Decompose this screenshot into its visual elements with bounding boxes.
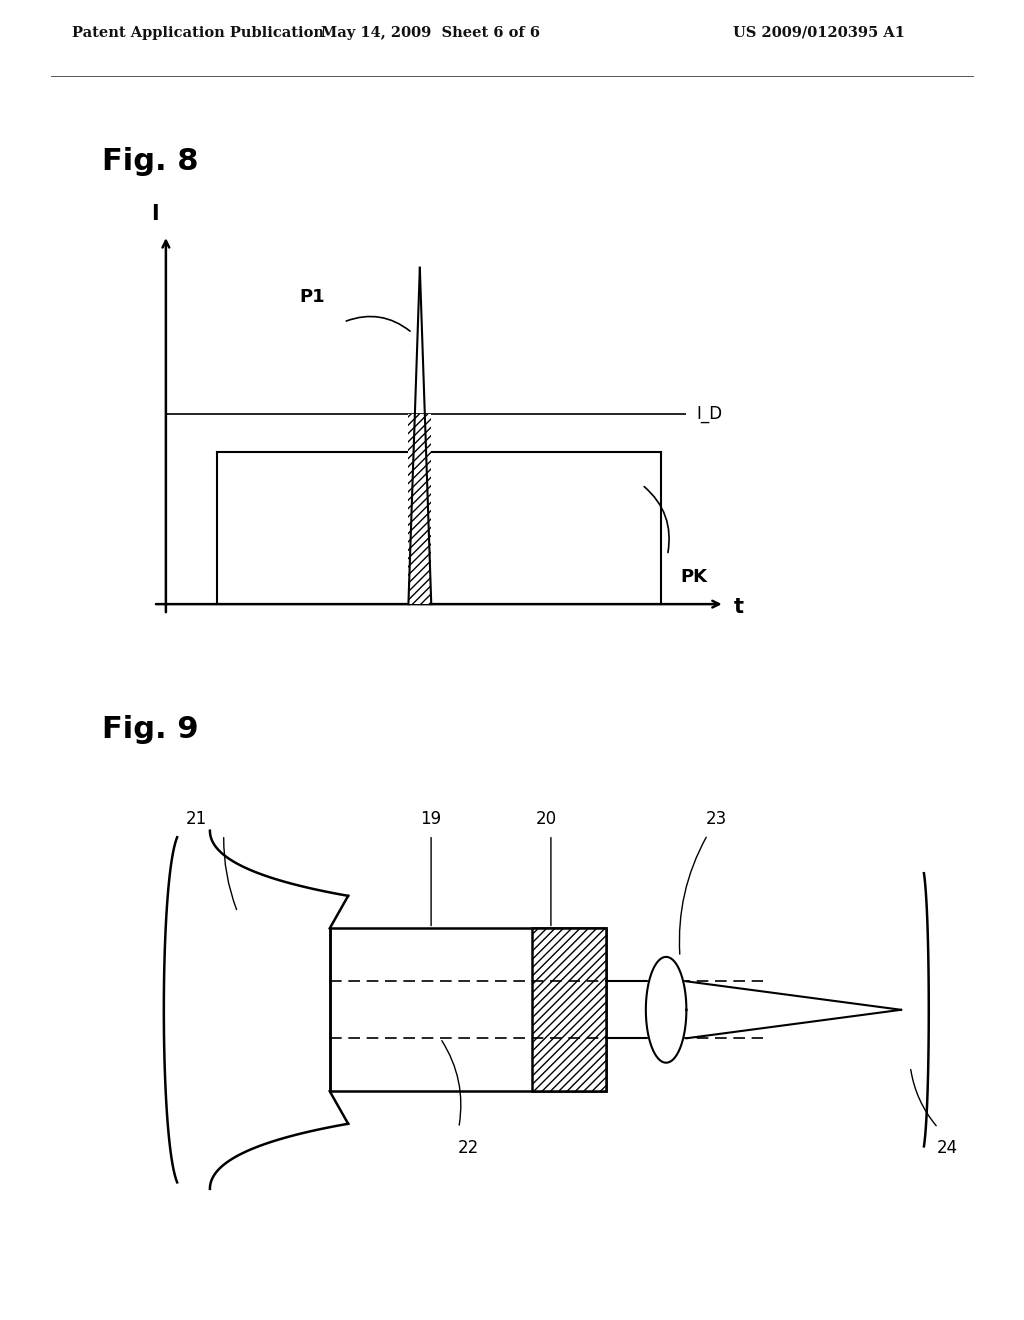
Text: 21: 21 [185,809,207,828]
Text: May 14, 2009  Sheet 6 of 6: May 14, 2009 Sheet 6 of 6 [321,25,540,40]
Text: 22: 22 [458,1139,478,1158]
Text: US 2009/0120395 A1: US 2009/0120395 A1 [733,25,905,40]
Text: PK: PK [680,568,708,586]
Text: t: t [734,597,744,616]
Text: 19: 19 [421,809,441,828]
Text: 24: 24 [937,1139,957,1158]
Text: I: I [151,205,159,224]
Text: I_D: I_D [696,405,722,424]
Text: Fig. 9: Fig. 9 [102,715,199,743]
Polygon shape [646,957,686,1063]
Text: P1: P1 [299,288,325,306]
Polygon shape [164,830,348,1189]
Text: 20: 20 [536,809,557,828]
Text: Patent Application Publication: Patent Application Publication [72,25,324,40]
Text: Fig. 8: Fig. 8 [102,148,199,176]
Bar [409,414,431,605]
Bar [330,928,606,1092]
Text: 23: 23 [707,809,727,828]
Bar [532,928,606,1092]
